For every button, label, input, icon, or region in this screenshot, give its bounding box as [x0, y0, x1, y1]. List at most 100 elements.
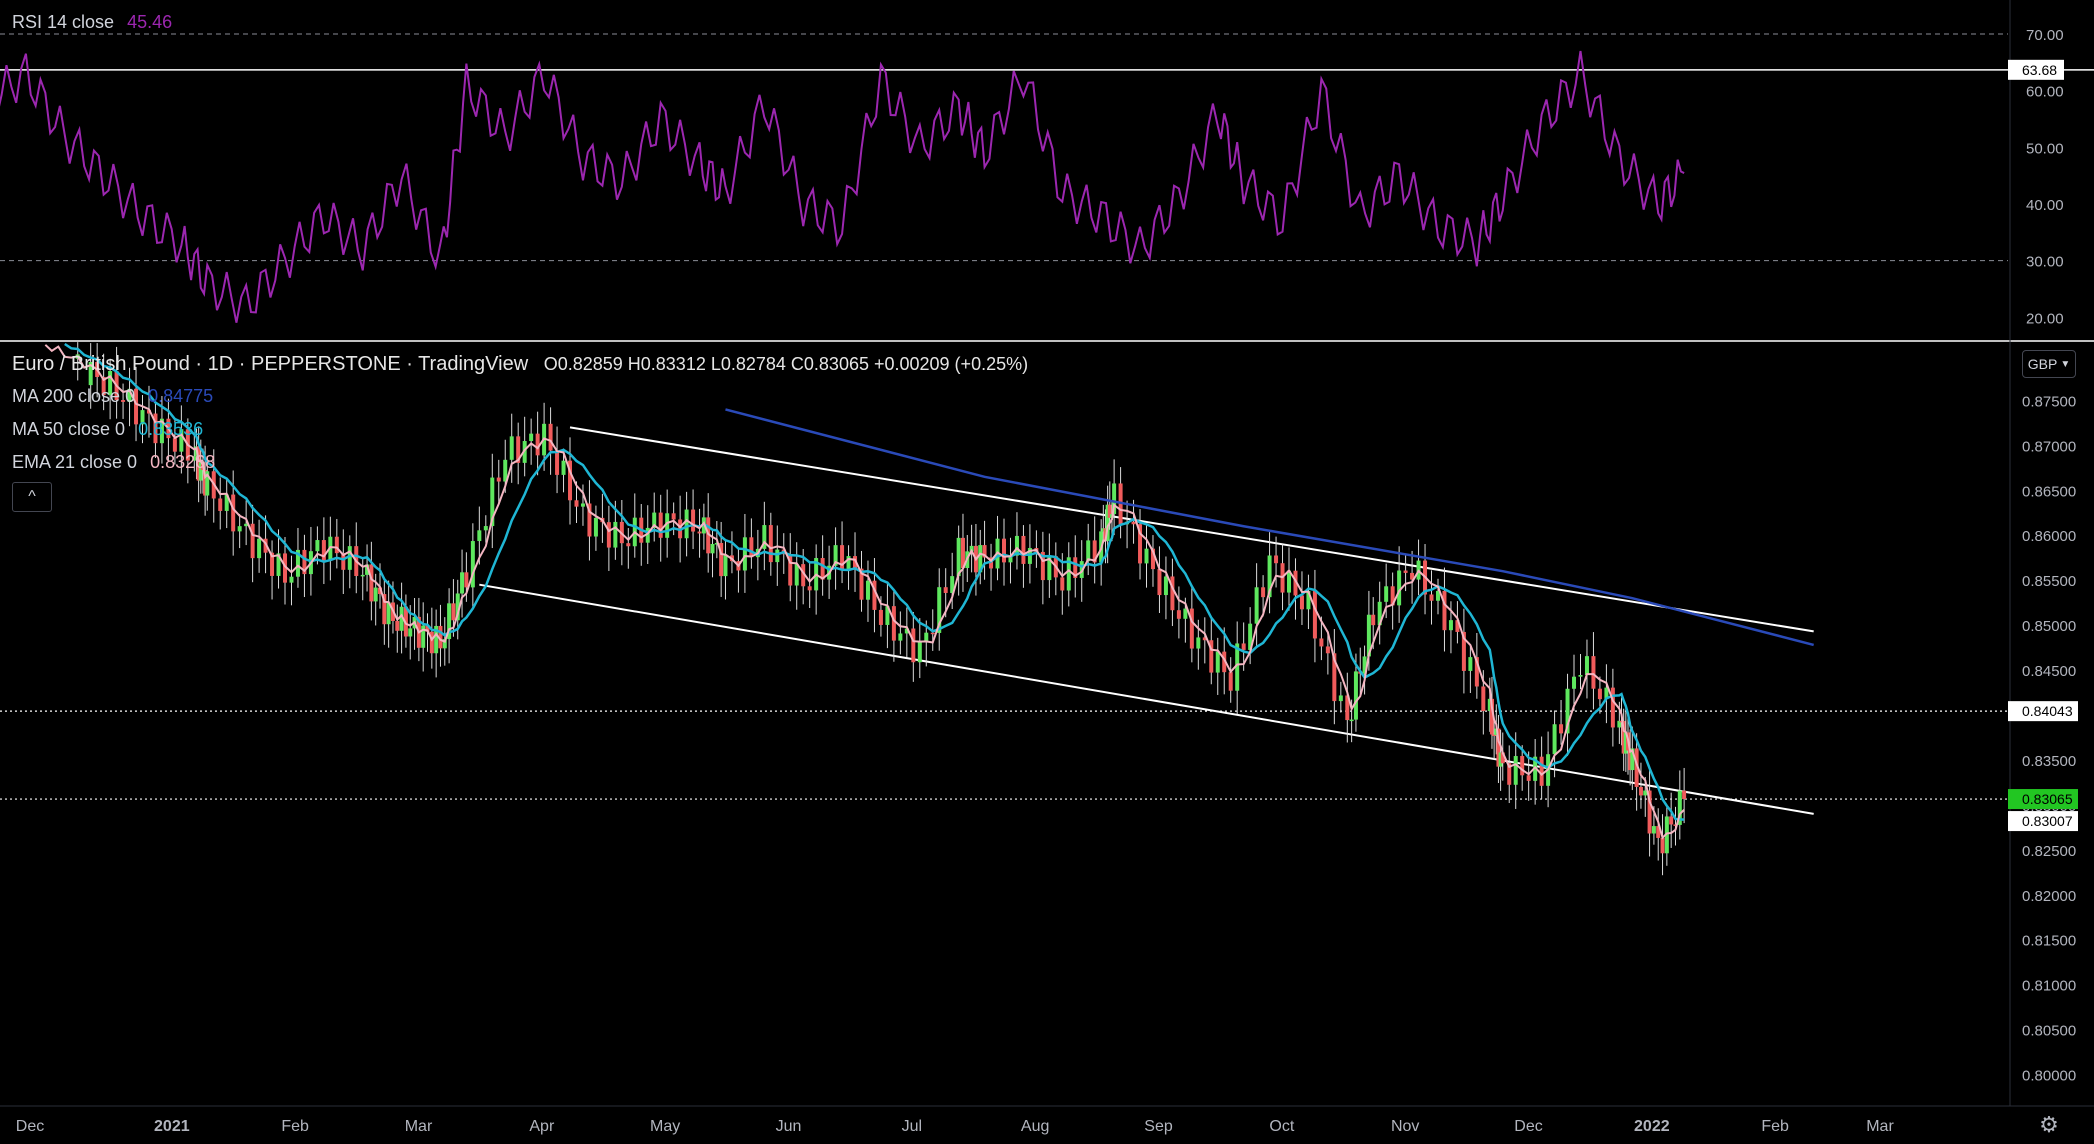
- candle-body-85: [470, 541, 475, 588]
- candle-body-294: [1682, 790, 1687, 800]
- candle-body-263: [1533, 756, 1538, 781]
- candle-body-205: [1196, 637, 1201, 649]
- candle-body-144: [840, 545, 845, 569]
- candle-body-228: [1345, 695, 1350, 721]
- price-tick-label-0.80500: 0.80500: [2022, 1023, 2076, 1040]
- price-tick-label-0.87000: 0.87000: [2022, 438, 2076, 455]
- candle-body-77: [434, 625, 439, 654]
- candle-body-80: [447, 603, 452, 640]
- ma50-label: MA 50 close 0: [12, 419, 126, 439]
- time-tick-label-15: Mar: [1866, 1118, 1894, 1135]
- candle-body-97: [548, 423, 553, 451]
- candle-body-53: [315, 540, 320, 552]
- candle-body-102: [580, 503, 585, 507]
- candle-body-288: [1656, 826, 1661, 838]
- candle-body-68: [395, 620, 400, 631]
- ema21-legend: EMA 21 close 0 0.83268: [12, 452, 215, 473]
- price-tick-label-0.84500: 0.84500: [2022, 663, 2076, 680]
- candle-body-192: [1112, 483, 1117, 515]
- channel-lower-line: [479, 583, 1814, 815]
- candle-body-143: [833, 545, 838, 566]
- candle-body-60: [360, 574, 365, 577]
- candle-body-182: [1073, 557, 1078, 578]
- candle-body-98: [555, 450, 560, 475]
- candle-body-57: [341, 553, 346, 570]
- candle-body-137: [794, 564, 799, 586]
- candle-body-282: [1630, 748, 1635, 771]
- price-tick-label-0.82500: 0.82500: [2022, 843, 2076, 860]
- rsi-panel: [0, 33, 2094, 323]
- settings-gear-button[interactable]: ⚙: [2036, 1112, 2062, 1138]
- time-tick-label-12: Dec: [1514, 1118, 1542, 1135]
- chevron-down-icon: ▼: [2060, 358, 2071, 370]
- candle-body-23: [146, 410, 151, 414]
- candle-body-35: [203, 469, 208, 496]
- candle-body-252: [1487, 698, 1492, 712]
- candle-body-103: [587, 503, 592, 537]
- candle-body-76: [429, 631, 434, 654]
- candle-body-22: [140, 410, 145, 425]
- candle-body-88: [490, 477, 495, 527]
- time-tick-label-2: Feb: [281, 1118, 309, 1135]
- candle-body-154: [904, 628, 909, 634]
- candle-body-274: [1604, 687, 1609, 700]
- time-tick-label-5: May: [650, 1118, 680, 1135]
- candle-body-25: [159, 418, 164, 444]
- candle-body-116: [671, 513, 676, 520]
- candle-body-61: [365, 564, 370, 575]
- ema21-label: EMA 21 close 0: [12, 452, 138, 472]
- candle-body-36: [205, 471, 210, 496]
- candle-body-84: [464, 572, 469, 588]
- candle-body-189: [1105, 504, 1110, 541]
- collapse-legend-button[interactable]: ^: [12, 482, 52, 512]
- candle-body-285: [1643, 790, 1648, 796]
- candle-body-33: [198, 462, 203, 481]
- candle-body-126: [723, 555, 728, 577]
- candle-body-148: [865, 580, 870, 600]
- candle-body-278: [1621, 721, 1626, 754]
- ohlc-values: O0.82859 H0.83312 L0.82784 C0.83065 +0.0…: [543, 354, 1029, 374]
- candle-body-104: [593, 517, 598, 537]
- candle-body-269: [1572, 676, 1577, 689]
- candle-body-75: [425, 625, 430, 632]
- candle-body-124: [714, 542, 719, 545]
- candle-body-259: [1507, 763, 1512, 785]
- candle-body-20: [127, 388, 132, 402]
- candle-body-50: [295, 549, 300, 577]
- candle-body-291: [1669, 816, 1674, 825]
- candle-body-21: [134, 388, 139, 425]
- rsi-series-line: [0, 50, 1685, 323]
- candle-body-276: [1617, 720, 1622, 728]
- candle-body-221: [1299, 595, 1304, 610]
- candle-body-65: [382, 594, 387, 625]
- candle-body-286: [1647, 790, 1652, 834]
- candle-body-250: [1474, 657, 1479, 687]
- candle-body-24: [153, 413, 158, 444]
- candle-body-38: [218, 498, 223, 511]
- candle-body-177: [1040, 551, 1045, 581]
- candle-body-41: [237, 526, 242, 532]
- price-tick-label-0.80000: 0.80000: [2022, 1068, 2076, 1085]
- rsi-tick-label-40.00: 40.00: [2026, 197, 2064, 214]
- ema21-value: 0.83268: [150, 452, 216, 472]
- candle-body-71: [408, 628, 413, 637]
- candle-body-258: [1500, 752, 1505, 764]
- candle-body-292: [1673, 824, 1678, 826]
- candle-body-151: [885, 606, 890, 625]
- ma200-label: MA 200 close 0: [12, 386, 136, 406]
- candle-body-139: [807, 586, 812, 591]
- gear-icon: ⚙: [2039, 1112, 2059, 1137]
- price-tick-label-0.86500: 0.86500: [2022, 483, 2076, 500]
- candle-body-58: [347, 546, 352, 570]
- rsi-marker-label: 63.68: [2022, 62, 2057, 78]
- candle-body-229: [1349, 719, 1354, 722]
- candle-body-99: [561, 460, 566, 475]
- ma200-line: [725, 408, 1814, 647]
- currency-selector[interactable]: GBP ▼: [2022, 350, 2076, 378]
- candle-body-173: [1014, 535, 1019, 556]
- candle-body-283: [1634, 748, 1639, 787]
- time-tick-label-10: Oct: [1269, 1118, 1294, 1135]
- candle-body-132: [762, 525, 767, 549]
- candle-body-222: [1306, 591, 1311, 610]
- candle-body-48: [283, 553, 288, 583]
